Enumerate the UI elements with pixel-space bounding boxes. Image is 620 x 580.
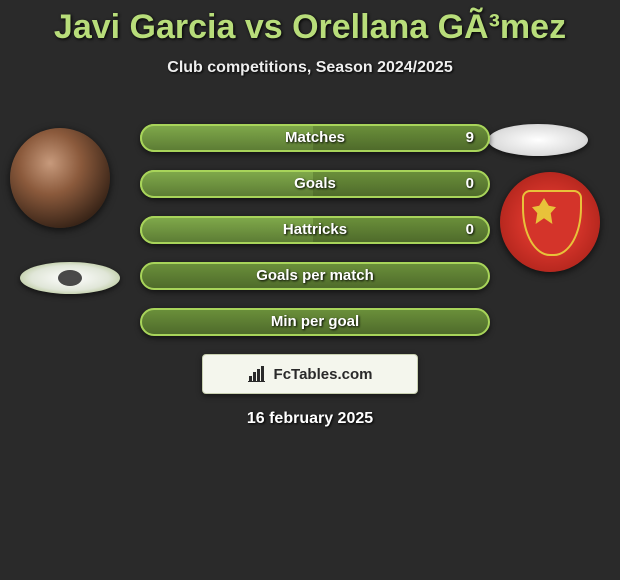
stat-label: Goals per match [256, 267, 374, 284]
stat-value-right: 9 [466, 126, 474, 150]
chart-icon [248, 366, 268, 382]
page-subtitle: Club competitions, Season 2024/2025 [0, 59, 620, 77]
stat-label: Goals [142, 172, 488, 196]
player-photo-left [10, 128, 110, 228]
stat-value-right: 0 [466, 218, 474, 242]
stat-value-right: 0 [466, 172, 474, 196]
stat-row-goals-per-match: Goals per match [140, 262, 490, 290]
stat-label: Hattricks [142, 218, 488, 242]
stat-label: Matches [142, 126, 488, 150]
stats-table: Matches 9 Goals 0 Hattricks 0 Goals per … [140, 124, 490, 354]
page-title: Javi Garcia vs Orellana GÃ³mez [0, 0, 620, 47]
date-text: 16 february 2025 [0, 410, 620, 428]
watermark-text: FcTables.com [274, 366, 373, 383]
club-crest-right [500, 172, 600, 272]
stat-row-hattricks: Hattricks 0 [140, 216, 490, 244]
stat-row-goals: Goals 0 [140, 170, 490, 198]
blank-oval-right [488, 124, 588, 156]
club-crest-left [20, 262, 120, 294]
stat-row-matches: Matches 9 [140, 124, 490, 152]
stat-row-min-per-goal: Min per goal [140, 308, 490, 336]
watermark: FcTables.com [202, 354, 418, 394]
stat-label: Min per goal [271, 313, 359, 330]
